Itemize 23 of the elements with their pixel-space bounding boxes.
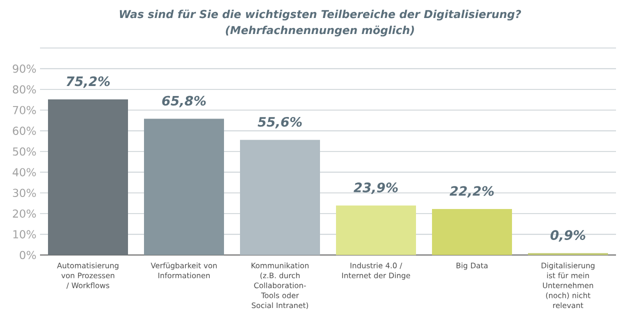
- y-tick-label: 50%: [12, 147, 36, 156]
- y-tick-label: 20%: [12, 209, 36, 218]
- data-label: 0,9%: [550, 230, 586, 242]
- y-tick-label: 0%: [20, 250, 36, 260]
- y-tick-label: 40%: [12, 168, 36, 176]
- y-tick-label: 30%: [12, 188, 36, 198]
- data-label: 23,9%: [354, 182, 398, 194]
- data-label: 22,2%: [450, 186, 494, 198]
- y-tick-label: 60%: [12, 126, 36, 135]
- y-tick-label: 70%: [13, 106, 36, 114]
- data-label: 75,2%: [66, 76, 110, 88]
- bar: [336, 206, 416, 255]
- chart-subtitle: (Mehrfachnennungen möglich): [226, 26, 414, 36]
- data-label: 55,6%: [258, 116, 302, 128]
- bar: [48, 99, 128, 255]
- chart-title: Was sind für Sie die wichtigsten Teilbereiche der Digitalisierung?: [120, 10, 522, 20]
- y-tick-label: 90%: [12, 64, 36, 73]
- bar: [240, 140, 320, 255]
- data-label: 65,8%: [162, 96, 206, 108]
- bar: [144, 118, 224, 255]
- y-tick-label: 10%: [13, 230, 36, 238]
- bar: [432, 209, 512, 255]
- y-tick-label: 80%: [12, 85, 36, 94]
